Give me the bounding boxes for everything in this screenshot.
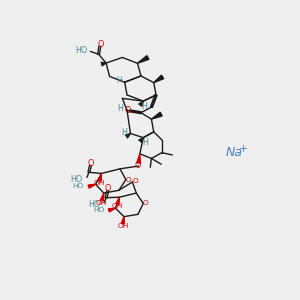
Polygon shape [100, 193, 104, 201]
Text: OH: OH [117, 223, 128, 229]
Text: O: O [126, 177, 131, 183]
Text: H: H [142, 102, 147, 111]
Polygon shape [121, 217, 124, 224]
Polygon shape [137, 56, 149, 63]
Text: OH: OH [94, 180, 105, 186]
Polygon shape [137, 154, 140, 163]
Text: O: O [134, 161, 141, 170]
Text: HO: HO [88, 200, 100, 209]
Text: HO: HO [70, 175, 83, 184]
Text: H: H [122, 128, 128, 137]
Text: +: + [239, 144, 248, 154]
Text: O: O [143, 200, 148, 206]
Text: Na: Na [226, 146, 242, 159]
Text: H: H [142, 138, 148, 147]
Text: O: O [98, 40, 104, 49]
Polygon shape [108, 208, 116, 212]
Text: HO: HO [72, 183, 83, 189]
Text: H: H [118, 104, 123, 113]
Polygon shape [116, 197, 119, 205]
Text: H: H [117, 76, 122, 85]
Polygon shape [88, 184, 96, 188]
Text: OH: OH [111, 203, 123, 209]
Text: O: O [132, 178, 138, 184]
Text: OH: OH [96, 200, 107, 206]
Polygon shape [152, 112, 162, 119]
Text: HO: HO [93, 207, 104, 213]
Text: O: O [104, 184, 111, 193]
Text: HO: HO [75, 46, 87, 55]
Polygon shape [98, 173, 101, 181]
Text: O: O [87, 158, 94, 167]
Polygon shape [154, 75, 164, 83]
Text: O: O [125, 106, 131, 115]
